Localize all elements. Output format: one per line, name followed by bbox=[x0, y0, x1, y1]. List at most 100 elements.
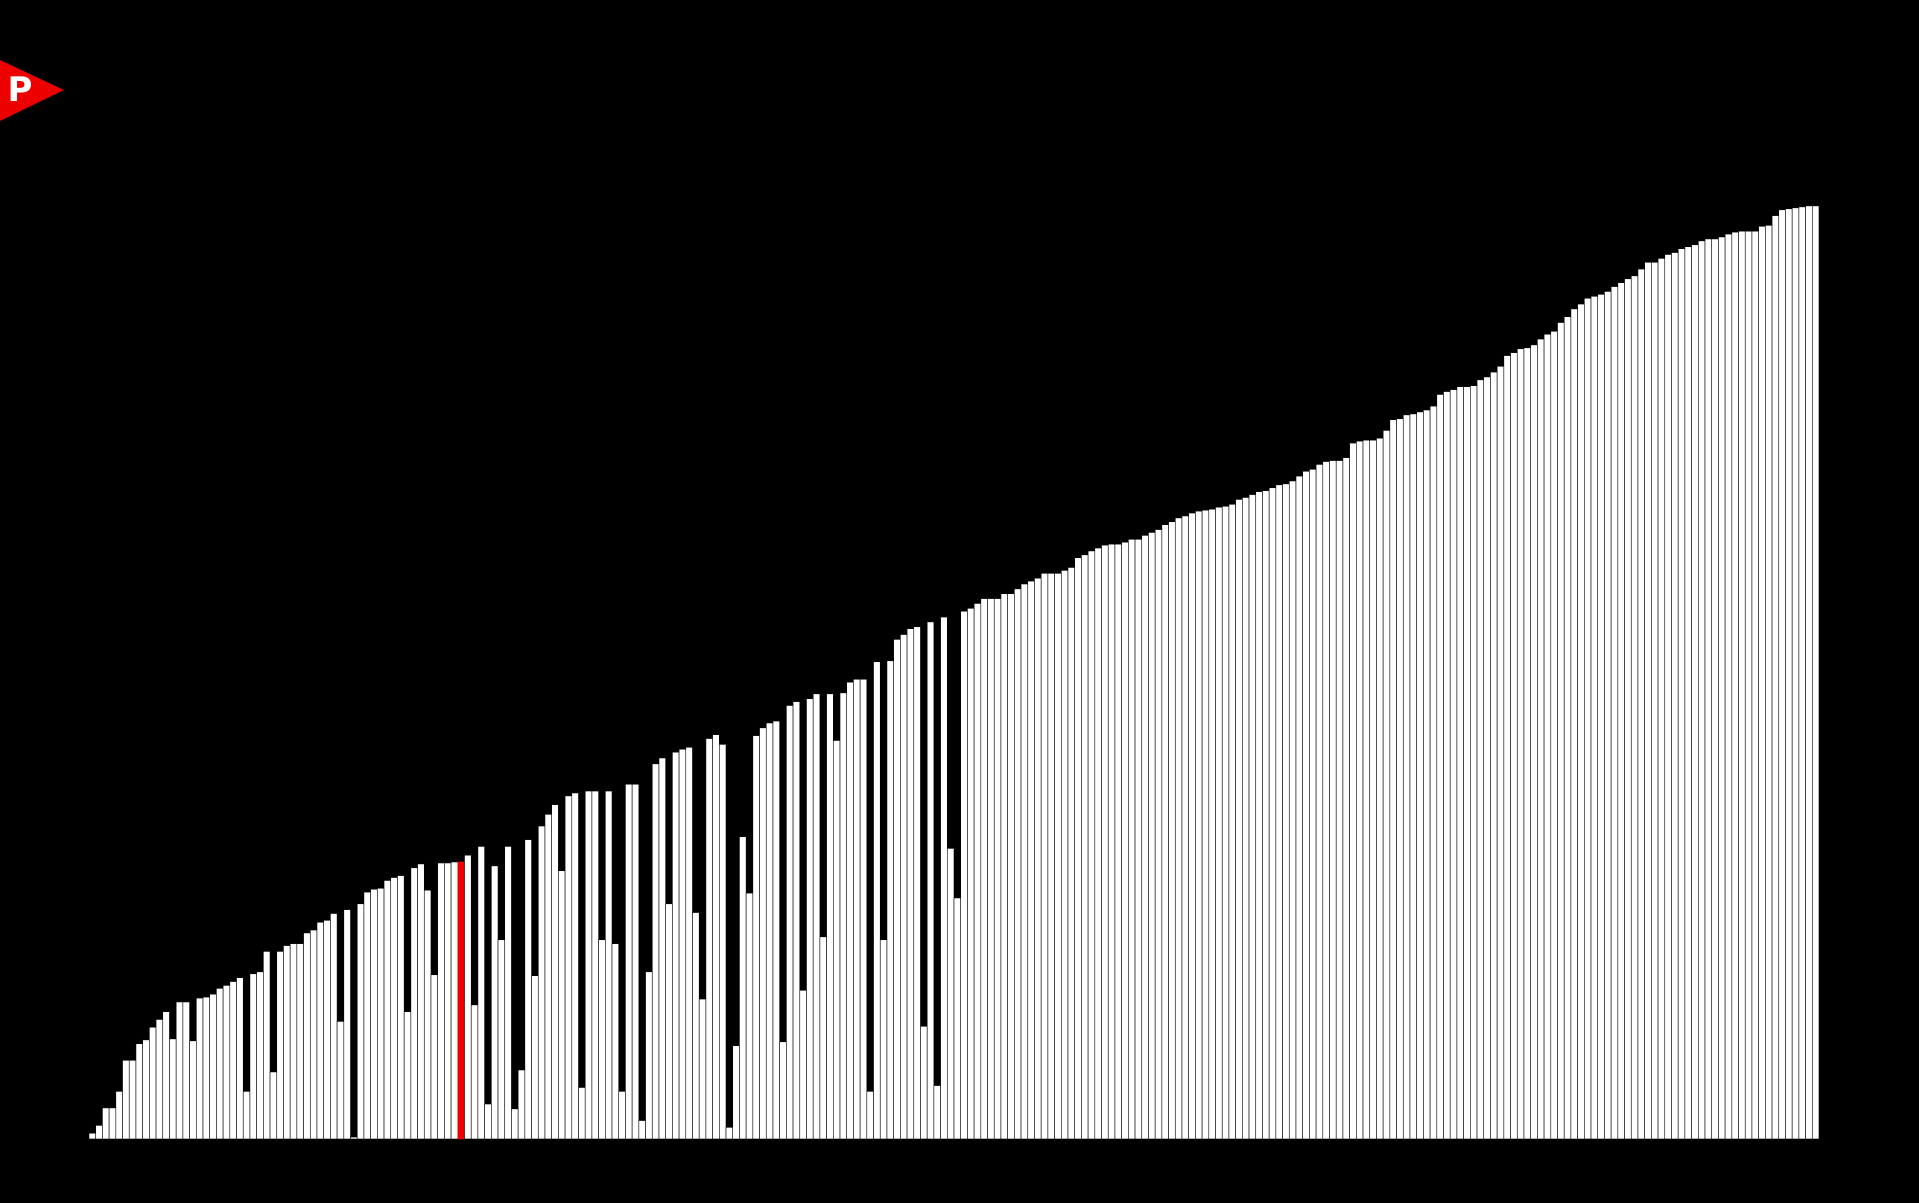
bar bbox=[222, 985, 231, 1140]
bar bbox=[732, 1045, 740, 1140]
bar bbox=[1691, 244, 1699, 1140]
bar bbox=[1389, 419, 1397, 1140]
bar bbox=[236, 977, 244, 1140]
bar bbox=[906, 628, 915, 1140]
bar bbox=[209, 993, 217, 1140]
bar bbox=[1275, 484, 1283, 1140]
bar bbox=[202, 996, 211, 1140]
bar bbox=[812, 693, 821, 1140]
bar bbox=[1577, 303, 1585, 1140]
bar bbox=[1181, 515, 1189, 1140]
bar bbox=[1630, 275, 1639, 1140]
bar bbox=[631, 783, 640, 1140]
bar bbox=[578, 1087, 586, 1140]
bar bbox=[1268, 487, 1277, 1140]
bar bbox=[350, 1136, 358, 1140]
bar bbox=[1235, 499, 1243, 1140]
bar bbox=[1624, 278, 1632, 1140]
bar bbox=[1671, 252, 1679, 1140]
bar bbox=[1208, 508, 1216, 1140]
bar bbox=[900, 634, 908, 1140]
bar bbox=[1429, 405, 1438, 1140]
bar bbox=[1563, 316, 1572, 1140]
bar bbox=[1329, 460, 1337, 1140]
bar bbox=[1463, 386, 1471, 1140]
bar bbox=[1651, 261, 1659, 1140]
bar bbox=[1302, 470, 1310, 1140]
bar bbox=[1476, 379, 1485, 1140]
bar bbox=[390, 877, 398, 1140]
bar bbox=[960, 610, 968, 1140]
bar bbox=[598, 939, 606, 1140]
bar bbox=[806, 698, 814, 1140]
bar bbox=[229, 981, 237, 1140]
bar bbox=[283, 945, 291, 1140]
bar bbox=[1778, 209, 1786, 1140]
bar bbox=[1570, 308, 1578, 1140]
bar bbox=[108, 1107, 117, 1140]
bar bbox=[792, 701, 801, 1140]
bar bbox=[1811, 205, 1820, 1140]
bar bbox=[558, 870, 566, 1140]
bar bbox=[1382, 430, 1391, 1140]
bar bbox=[1704, 238, 1713, 1140]
bar bbox=[551, 804, 559, 1140]
bar bbox=[276, 951, 284, 1140]
bar bbox=[343, 909, 351, 1140]
bar bbox=[289, 943, 298, 1140]
bar bbox=[1040, 572, 1049, 1140]
bar bbox=[967, 607, 975, 1140]
bar bbox=[135, 1043, 143, 1140]
bar bbox=[893, 639, 901, 1140]
bar bbox=[155, 1019, 164, 1140]
bar bbox=[1523, 347, 1531, 1140]
bar bbox=[115, 1091, 123, 1140]
bar bbox=[1617, 282, 1625, 1140]
bar bbox=[1698, 240, 1706, 1140]
bar bbox=[1490, 371, 1498, 1140]
bar bbox=[779, 1041, 787, 1140]
bar bbox=[1644, 261, 1652, 1140]
bar bbox=[1141, 535, 1149, 1140]
bar bbox=[1610, 286, 1619, 1140]
bar bbox=[1530, 344, 1538, 1140]
bar bbox=[524, 839, 532, 1140]
bar bbox=[470, 1004, 479, 1140]
bar bbox=[484, 1103, 492, 1140]
bar bbox=[1034, 577, 1042, 1140]
bar bbox=[1201, 509, 1210, 1140]
bar bbox=[504, 846, 512, 1140]
bar bbox=[370, 888, 378, 1140]
highlighted-bar bbox=[457, 861, 465, 1140]
bar bbox=[1664, 254, 1672, 1140]
bar bbox=[242, 1091, 251, 1140]
bar bbox=[665, 903, 673, 1140]
bar bbox=[739, 836, 747, 1140]
bar bbox=[1409, 413, 1417, 1140]
bar bbox=[1550, 330, 1558, 1140]
bar bbox=[464, 854, 472, 1140]
bar bbox=[1483, 376, 1491, 1140]
bar bbox=[772, 720, 780, 1140]
bar bbox=[1349, 442, 1357, 1140]
bar bbox=[1262, 490, 1270, 1140]
bar bbox=[444, 862, 452, 1140]
bar bbox=[1724, 233, 1733, 1140]
bar bbox=[1242, 497, 1250, 1140]
bar bbox=[1114, 543, 1122, 1140]
bar bbox=[913, 626, 921, 1140]
bar bbox=[980, 598, 988, 1140]
bar bbox=[1000, 593, 1008, 1140]
bar bbox=[1718, 236, 1726, 1140]
bar bbox=[537, 825, 546, 1140]
bar bbox=[1416, 411, 1424, 1140]
bar bbox=[1470, 385, 1478, 1140]
bar bbox=[128, 1059, 137, 1140]
bar bbox=[517, 1069, 526, 1140]
bar bbox=[1309, 468, 1317, 1140]
bar bbox=[933, 1085, 941, 1140]
bar bbox=[571, 792, 579, 1140]
bar bbox=[1456, 386, 1464, 1140]
